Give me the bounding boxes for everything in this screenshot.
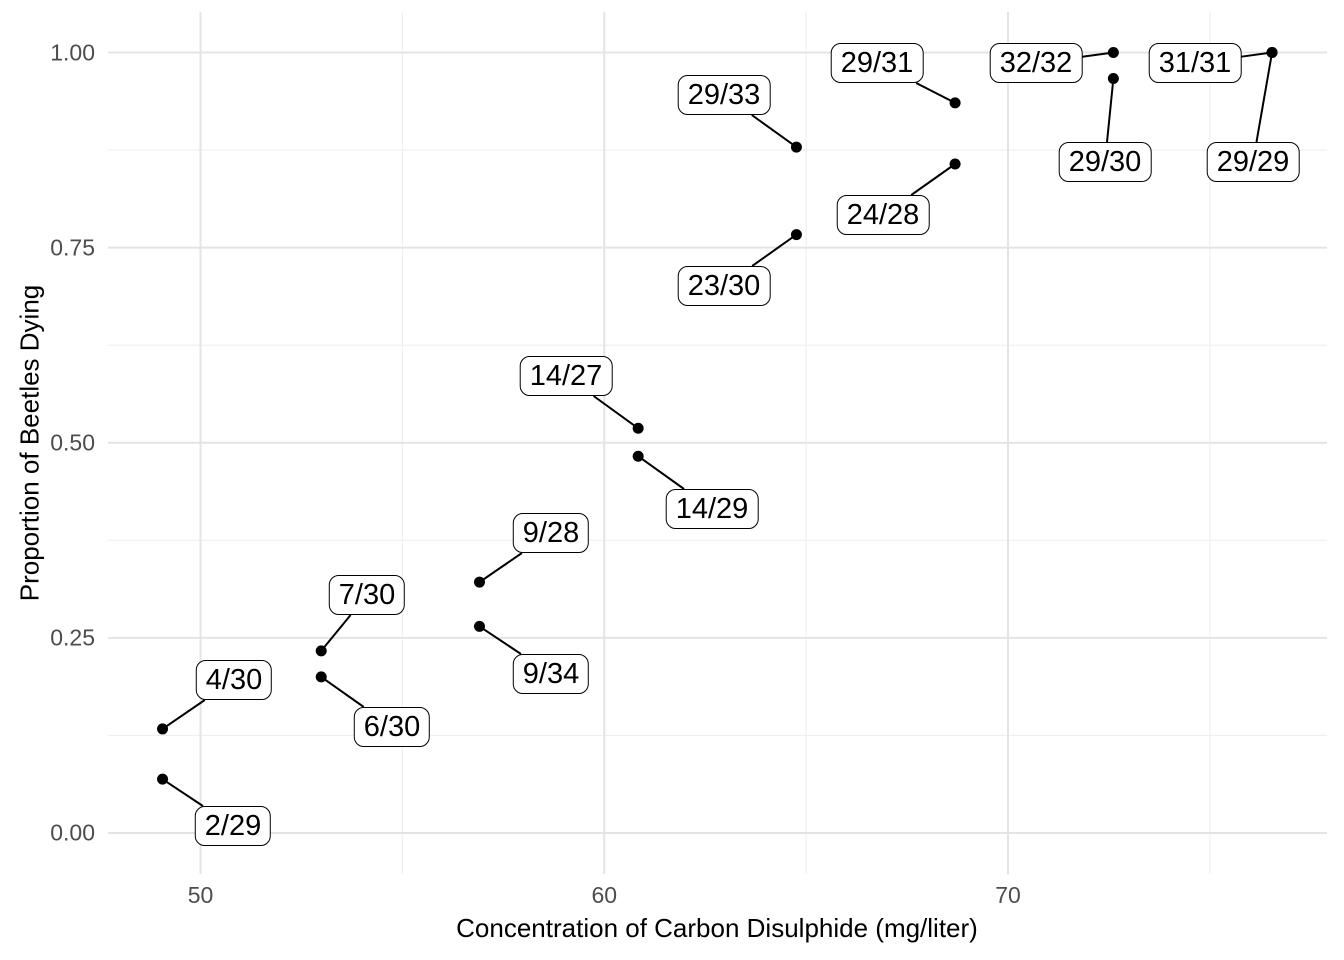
data-point — [790, 141, 802, 153]
leader-line — [751, 114, 798, 148]
point-label: 29/33 — [677, 75, 771, 115]
data-point — [1107, 73, 1119, 85]
leader-line — [910, 163, 956, 196]
y-tick-label: 0.25 — [50, 624, 95, 651]
x-tick-label: 50 — [187, 882, 214, 908]
point-label: 14/27 — [519, 356, 613, 396]
data-point — [315, 671, 327, 683]
data-point — [1107, 47, 1119, 58]
data-point — [1266, 47, 1278, 58]
y-axis-title: Proportion of Beetles Dying — [14, 284, 45, 602]
leader-line — [478, 625, 522, 655]
y-tick-label: 0.00 — [50, 819, 95, 846]
y-tick-label: 1.00 — [50, 39, 95, 65]
leader-line — [1106, 78, 1115, 143]
data-point — [949, 158, 961, 170]
leader-line — [161, 699, 206, 730]
leader-line — [161, 778, 204, 807]
point-label: 24/28 — [836, 195, 930, 235]
point-label: 6/30 — [353, 707, 431, 747]
point-label: 32/32 — [989, 43, 1083, 83]
data-point — [632, 450, 644, 462]
data-point — [790, 229, 802, 241]
leader-line — [751, 233, 798, 267]
data-point — [157, 723, 169, 735]
x-tick-label: 70 — [995, 882, 1021, 908]
data-point — [473, 576, 485, 588]
data-point — [632, 422, 644, 434]
point-label: 29/29 — [1206, 142, 1300, 182]
data-point — [157, 773, 169, 785]
point-label: 29/30 — [1058, 142, 1152, 182]
point-label: 9/28 — [512, 513, 590, 553]
point-label: 9/34 — [512, 654, 590, 694]
leader-line — [320, 676, 365, 708]
y-tick-label: 0.75 — [50, 234, 95, 261]
leader-line — [478, 552, 523, 583]
x-axis-title: Concentration of Carbon Disulphide (mg/l… — [456, 913, 978, 943]
leader-line — [593, 395, 639, 430]
data-point — [949, 97, 961, 109]
y-tick-label: 0.50 — [50, 429, 95, 456]
leader-line — [637, 455, 685, 490]
point-label: 29/31 — [830, 43, 924, 83]
leader-line — [320, 614, 352, 652]
point-label: 2/29 — [194, 806, 272, 846]
point-label: 14/29 — [665, 489, 759, 529]
leader-line — [915, 82, 956, 104]
leader-line — [1255, 52, 1274, 143]
point-label: 23/30 — [677, 266, 771, 306]
point-label: 4/30 — [195, 660, 273, 700]
point-label: 31/31 — [1148, 43, 1242, 83]
point-label: 7/30 — [328, 575, 406, 615]
x-tick-label: 60 — [591, 882, 618, 908]
data-point — [473, 620, 485, 632]
data-point — [315, 645, 327, 657]
